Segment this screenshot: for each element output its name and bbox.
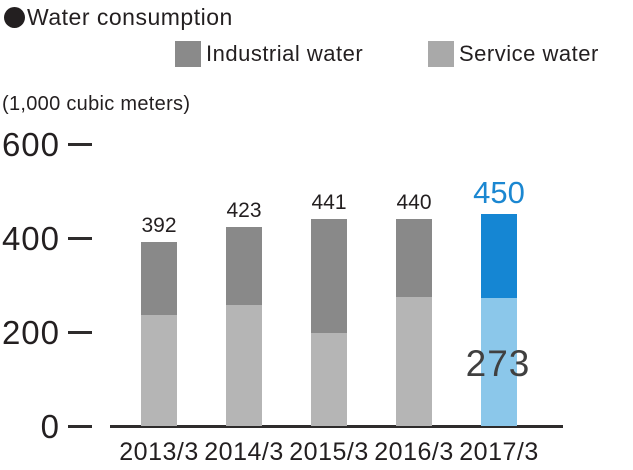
bullet-icon	[4, 7, 25, 28]
y-axis-tick-mark	[68, 331, 92, 334]
unit-label: (1,000 cubic meters)	[2, 93, 191, 115]
total-value-label-2013-3: 392	[141, 214, 177, 237]
y-axis-tick-label: 200	[1, 314, 60, 351]
legend-swatch-industrial-water	[175, 41, 201, 67]
legend-label-industrial-water: Industrial water	[206, 41, 364, 66]
bar-segment-industrial-2013-3	[141, 242, 177, 315]
bar-segment-service-2013-3	[141, 315, 177, 426]
total-value-label-2016-3: 440	[396, 191, 432, 214]
bar-segment-service-2017-3	[481, 298, 517, 426]
chart-title: Water consumption	[27, 4, 233, 30]
bar-segment-service-2015-3	[311, 333, 347, 426]
bar-segment-industrial-2015-3	[311, 219, 347, 333]
service-value-label-2017-3: 273	[465, 343, 531, 384]
y-axis-tick-mark	[68, 425, 92, 428]
y-axis-tick-label: 600	[1, 126, 60, 163]
legend-swatch-service-water	[428, 41, 454, 67]
x-axis-label-2013-3: 2013/3	[119, 438, 199, 466]
bar-segment-service-2014-3	[226, 305, 262, 426]
bar-segment-industrial-2014-3	[226, 227, 262, 305]
total-value-label-2014-3: 423	[226, 199, 262, 222]
x-axis-line	[110, 425, 563, 428]
x-axis-label-2015-3: 2015/3	[289, 438, 369, 466]
x-axis-label-2017-3: 2017/3	[459, 438, 539, 466]
x-axis-label-2014-3: 2014/3	[204, 438, 284, 466]
chart-header: Water consumption	[4, 4, 233, 31]
y-axis-tick-label: 0	[40, 408, 60, 445]
total-value-label-2017-3: 450	[473, 175, 525, 210]
bar-segment-industrial-2017-3	[481, 214, 517, 298]
bar-segment-industrial-2016-3	[396, 219, 432, 297]
legend-item-service-water: Service water	[428, 41, 599, 67]
legend-label-service-water: Service water	[459, 41, 599, 66]
total-value-label-2015-3: 441	[311, 191, 347, 214]
bar-segment-service-2016-3	[396, 297, 432, 426]
y-axis-tick-mark	[68, 143, 92, 146]
legend-item-industrial-water: Industrial water	[175, 41, 363, 67]
x-axis-label-2016-3: 2016/3	[374, 438, 454, 466]
y-axis-tick-label: 400	[1, 220, 60, 257]
y-axis-tick-mark	[68, 237, 92, 240]
